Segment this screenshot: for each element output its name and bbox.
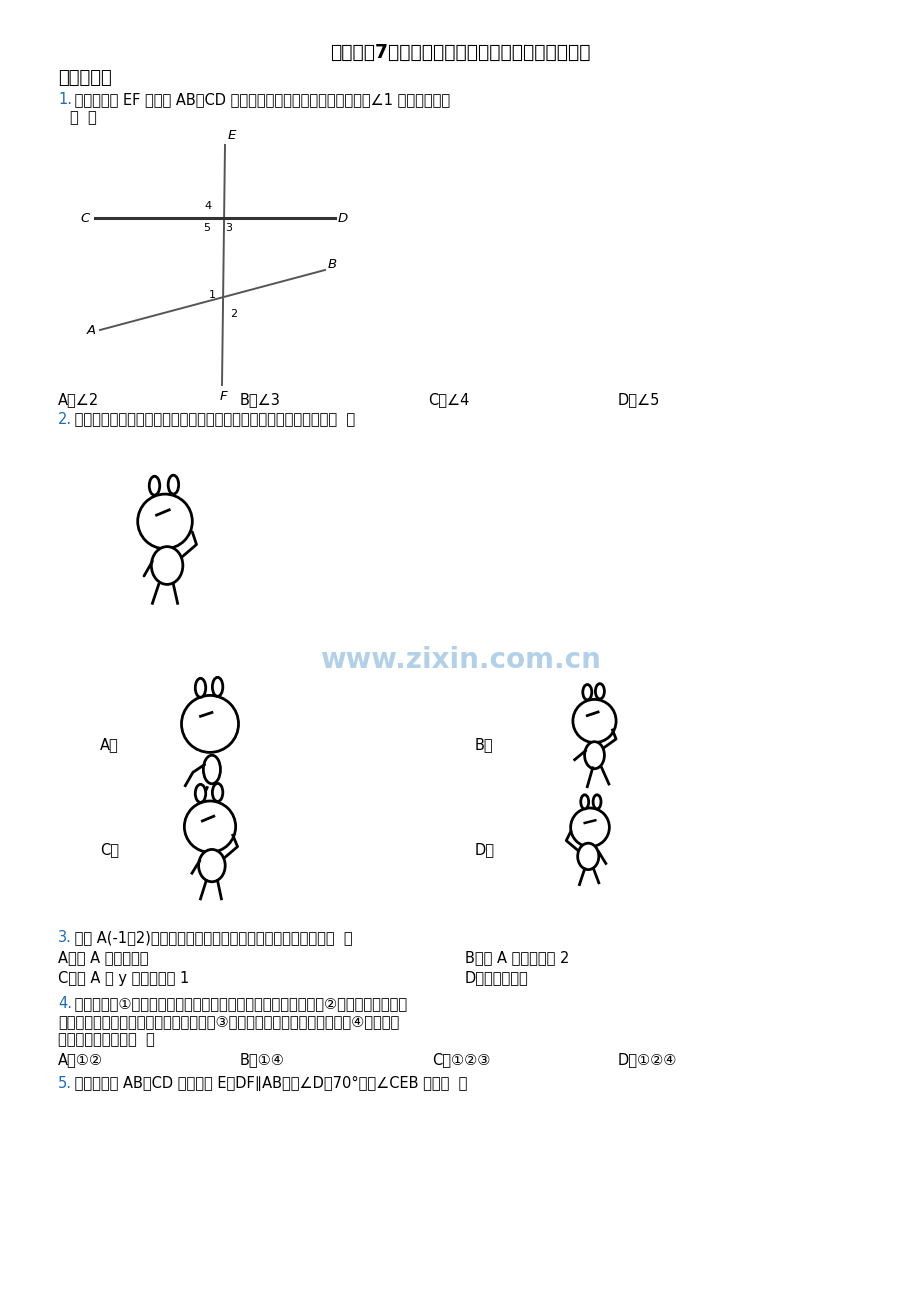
Ellipse shape: [195, 784, 206, 802]
Text: 2: 2: [230, 309, 237, 319]
Text: 等．其中真命题为（  ）: 等．其中真命题为（ ）: [58, 1032, 154, 1048]
Text: D．①②④: D．①②④: [618, 1052, 676, 1068]
Text: 已知 A(-1，2)为平面直角坐标系中一点，下列说法正确的是（  ）: 已知 A(-1，2)为平面直角坐标系中一点，下列说法正确的是（ ）: [70, 931, 352, 945]
Circle shape: [138, 493, 192, 548]
Text: D: D: [337, 211, 348, 224]
Text: 3: 3: [225, 223, 233, 233]
Text: （  ）: （ ）: [70, 111, 96, 125]
Text: 4.: 4.: [58, 996, 72, 1012]
Circle shape: [573, 699, 616, 742]
Text: 下列命题：①过直线外一点有且只有一条直线与已知直线平行；②在同一平面内，过: 下列命题：①过直线外一点有且只有一条直线与已知直线平行；②在同一平面内，过: [70, 996, 407, 1012]
Ellipse shape: [203, 755, 221, 784]
Ellipse shape: [149, 477, 160, 495]
Ellipse shape: [584, 742, 604, 768]
Circle shape: [181, 695, 238, 753]
Text: C．: C．: [100, 842, 119, 858]
Text: C．①②③: C．①②③: [432, 1052, 490, 1068]
Text: 人教版七7年级下册数学期末质量检测卷（含解析）: 人教版七7年级下册数学期末质量检测卷（含解析）: [329, 43, 590, 61]
Text: A．①②: A．①②: [58, 1052, 103, 1068]
Text: D．以上都不对: D．以上都不对: [464, 970, 528, 986]
Text: D．∠5: D．∠5: [618, 392, 660, 408]
Ellipse shape: [212, 784, 222, 802]
Text: E: E: [228, 129, 236, 142]
Text: A．点 A 在第一象限: A．点 A 在第一象限: [58, 950, 148, 966]
Text: F: F: [220, 391, 227, 404]
Text: C．∠4: C．∠4: [427, 392, 469, 408]
Text: 1.: 1.: [58, 92, 72, 108]
Circle shape: [570, 809, 608, 846]
Ellipse shape: [593, 794, 600, 809]
Ellipse shape: [195, 678, 206, 698]
Text: 3.: 3.: [58, 931, 72, 945]
Text: D．: D．: [474, 842, 494, 858]
Text: 1: 1: [209, 290, 215, 299]
Text: 4: 4: [204, 201, 211, 211]
Text: 一点有且只有一条直线与已知直线垂直；③图形平移的方向一定是水平的；④内错角相: 一点有且只有一条直线与已知直线垂直；③图形平移的方向一定是水平的；④内错角相: [58, 1014, 399, 1030]
Text: A．∠2: A．∠2: [58, 392, 99, 408]
Text: C: C: [81, 211, 90, 224]
Text: B: B: [328, 258, 336, 271]
Text: www.zixin.com.cn: www.zixin.com.cn: [319, 646, 600, 674]
Text: 如图，直线 EF 与直线 AB，CD 相交．图中所示的各个角中，能看做∠1 的内错角的是: 如图，直线 EF 与直线 AB，CD 相交．图中所示的各个角中，能看做∠1 的内…: [70, 92, 449, 108]
Text: A: A: [86, 323, 96, 336]
Text: A．: A．: [100, 737, 119, 753]
Ellipse shape: [168, 475, 178, 493]
Text: 一、选择题: 一、选择题: [58, 69, 111, 87]
Text: B．: B．: [474, 737, 494, 753]
Ellipse shape: [152, 547, 183, 585]
Text: 2.: 2.: [58, 413, 72, 427]
Ellipse shape: [582, 685, 591, 700]
Ellipse shape: [577, 844, 598, 870]
Ellipse shape: [580, 794, 588, 809]
Ellipse shape: [199, 849, 225, 881]
Ellipse shape: [595, 684, 604, 699]
Text: 如图，直线 AB、CD 相交于点 E，DF∥AB．若∠D＝70°，则∠CEB 等于（  ）: 如图，直线 AB、CD 相交于点 E，DF∥AB．若∠D＝70°，则∠CEB 等…: [70, 1075, 467, 1091]
Text: C．点 A 到 y 轴的距离是 1: C．点 A 到 y 轴的距离是 1: [58, 970, 189, 986]
Text: 5: 5: [203, 223, 210, 233]
Text: B．∠3: B．∠3: [240, 392, 280, 408]
Ellipse shape: [212, 677, 222, 697]
Text: B．①④: B．①④: [240, 1052, 285, 1068]
Text: B．点 A 的横坐标是 2: B．点 A 的横坐标是 2: [464, 950, 569, 966]
Text: 5.: 5.: [58, 1075, 72, 1091]
Text: 如图为一只小兔，将图进行平移，得到的图形可能是下列选项中的（  ）: 如图为一只小兔，将图进行平移，得到的图形可能是下列选项中的（ ）: [70, 413, 355, 427]
Circle shape: [184, 801, 235, 853]
